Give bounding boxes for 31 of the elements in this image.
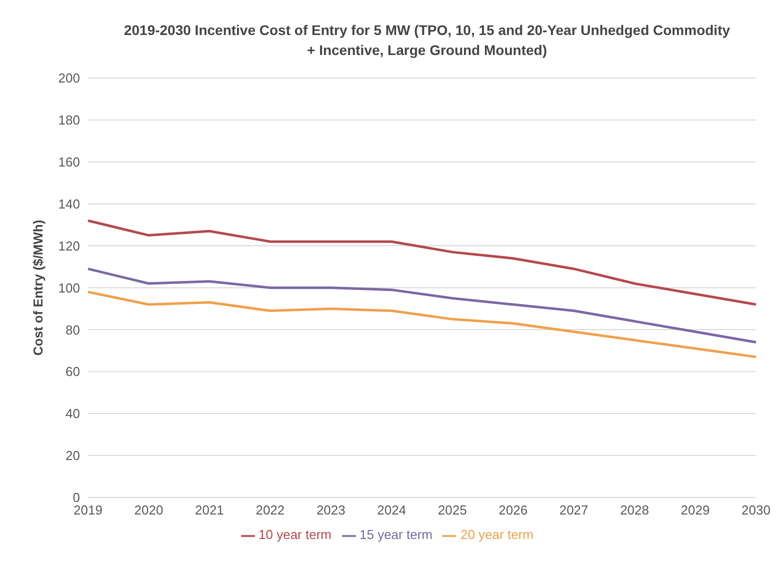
y-axis-title: Cost of Entry ($/MWh) <box>30 220 46 356</box>
x-tick-label: 2030 <box>742 502 770 518</box>
y-tick-label: 20 <box>66 448 80 464</box>
legend-label: 10 year term <box>258 527 332 542</box>
y-tick-label: 120 <box>58 238 80 254</box>
y-tick-label: 40 <box>66 406 80 422</box>
line-series <box>86 268 758 344</box>
x-tick-label: 2026 <box>498 502 528 518</box>
x-tick-label: 2028 <box>620 502 650 518</box>
line-series <box>86 290 758 358</box>
x-tick-label: 2025 <box>438 502 467 518</box>
y-tick-label: 180 <box>58 112 80 128</box>
line-series <box>86 219 758 306</box>
y-tick-label: 160 <box>58 154 80 170</box>
x-tick-label: 2024 <box>377 502 406 518</box>
chart-title: 2019-2030 Incentive Cost of Entry for 5 MW (TPO, 10, 15 and 20-Year Unhedged Commodity + Incentive, Large Ground Mounted) <box>122 21 732 60</box>
y-tick-label: 80 <box>66 322 80 338</box>
x-tick-label: 2022 <box>256 502 285 518</box>
legend-label: 15 year term <box>360 527 432 542</box>
y-tick-label: 140 <box>58 196 80 212</box>
x-tick-label: 2020 <box>134 502 164 518</box>
x-tick-label: 2019 <box>74 502 102 518</box>
legend-label: 20 year term <box>460 527 534 542</box>
y-tick-label: 100 <box>58 280 80 296</box>
x-tick-label: 2029 <box>680 502 710 518</box>
x-tick-label: 2021 <box>194 502 224 518</box>
y-tick-label: 0 <box>72 490 80 506</box>
x-tick-label: 2023 <box>316 502 346 518</box>
y-tick-label: 200 <box>58 70 80 86</box>
x-tick-label: 2027 <box>559 502 588 518</box>
y-tick-label: 60 <box>66 364 80 380</box>
